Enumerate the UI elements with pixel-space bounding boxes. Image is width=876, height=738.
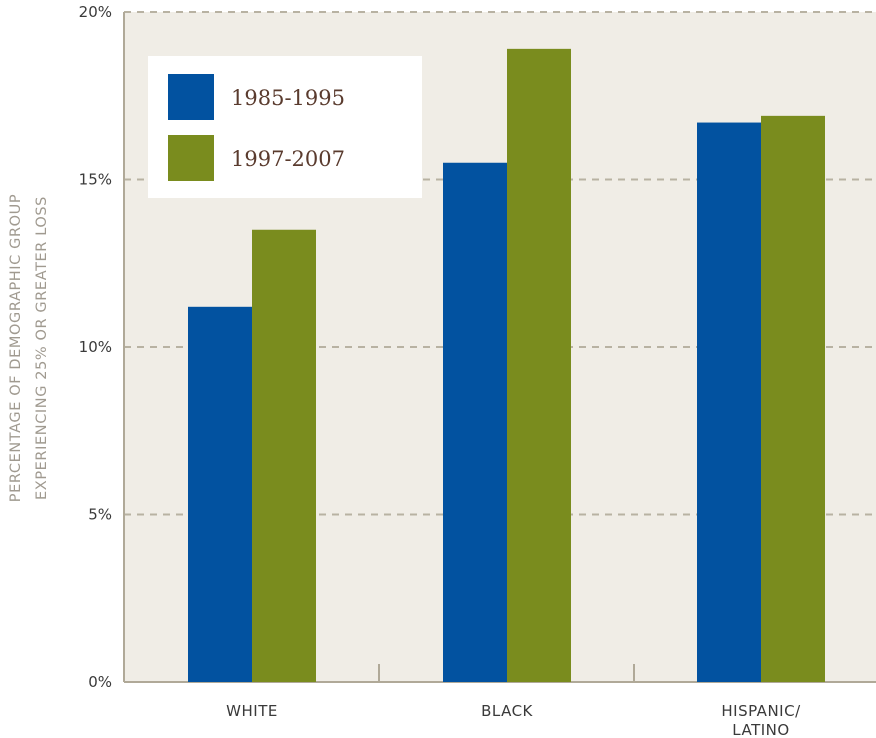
legend-swatch-1	[168, 74, 214, 120]
x-category-label-3-line-2: LATINO	[732, 721, 789, 738]
y-tick-label-10: 10%	[79, 338, 112, 356]
y-tick-label-0: 0%	[88, 673, 112, 691]
x-category-label-2: BLACK	[481, 702, 533, 720]
bar-3-series-2	[761, 115, 825, 683]
y-axis-title-line-2: EXPERIENCING 25% OR GREATER LOSS	[34, 196, 50, 500]
bar-3-series-1	[697, 122, 761, 683]
y-tick-label-20: 20%	[79, 3, 112, 21]
y-tick-label-15: 15%	[79, 171, 112, 189]
bar-1-series-1	[188, 306, 252, 682]
bar-2-series-2	[507, 48, 571, 683]
legend-swatch-2	[168, 135, 214, 181]
x-category-label-3-line-1: HISPANIC/	[721, 702, 801, 720]
bar-2-series-1	[443, 162, 507, 682]
legend-label-2: 1997-2007	[231, 147, 345, 171]
legend-label-1: 1985-1995	[231, 86, 345, 110]
y-tick-label-5: 5%	[88, 506, 112, 524]
bar-1-series-2	[252, 229, 316, 682]
y-axis-title-line-1: PERCENTAGE OF DEMOGRAPHIC GROUP	[8, 194, 24, 502]
x-category-label-1: WHITE	[226, 702, 278, 720]
